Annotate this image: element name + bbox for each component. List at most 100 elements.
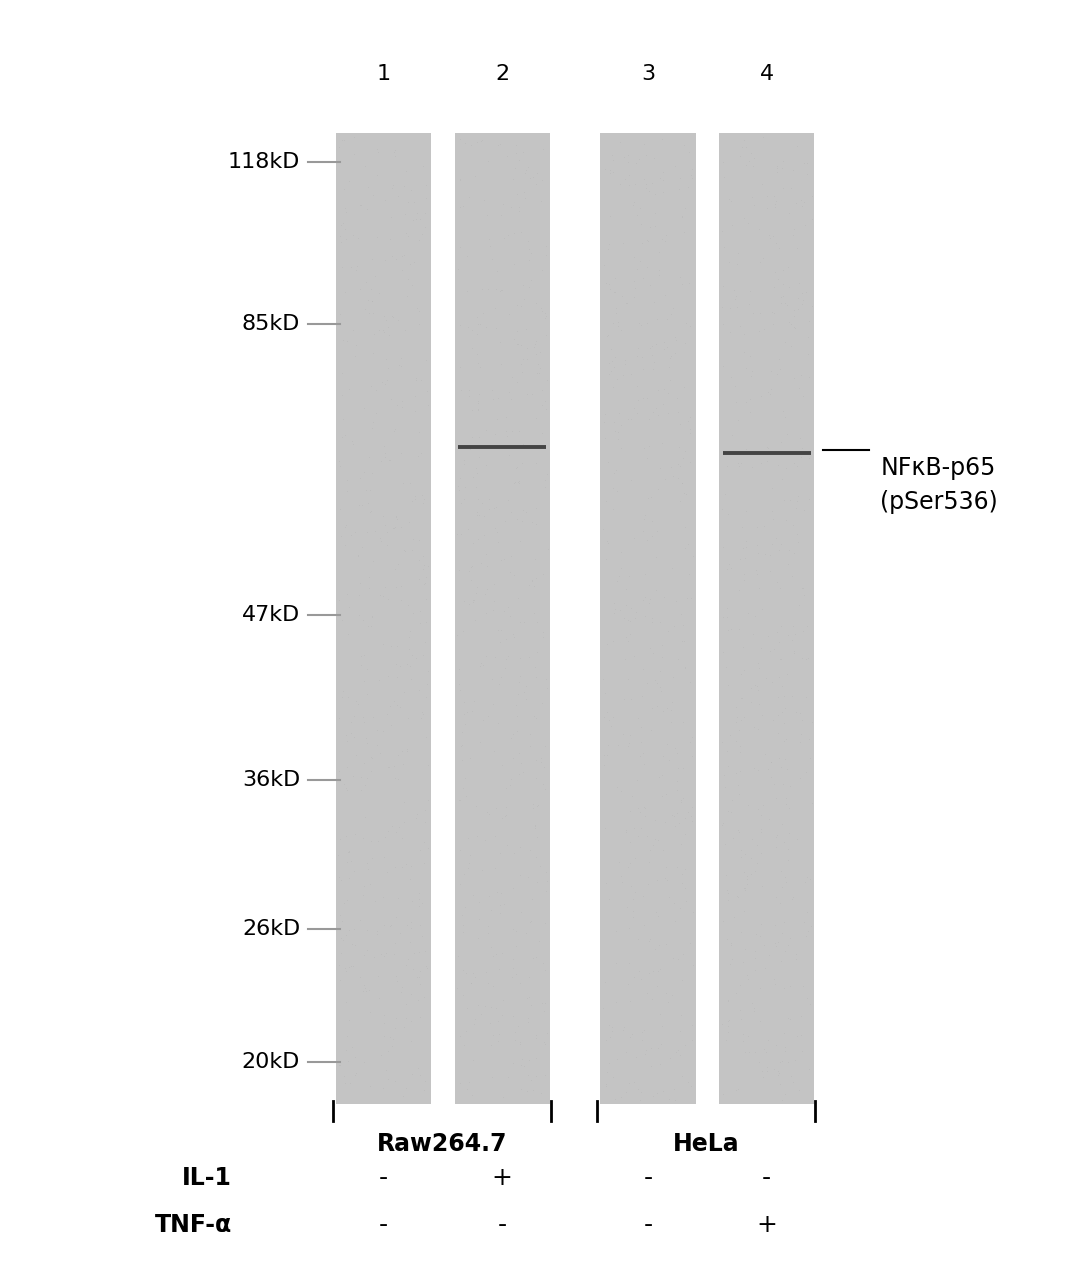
Point	[676, 631, 693, 651]
Point	[378, 536, 395, 556]
Point	[402, 472, 419, 492]
Point	[416, 799, 433, 820]
Point	[495, 600, 512, 621]
Point	[732, 453, 750, 473]
Point	[352, 646, 369, 666]
Point	[492, 666, 510, 687]
Point	[498, 648, 515, 669]
Point	[718, 607, 735, 627]
Point	[329, 708, 347, 728]
Point	[757, 544, 774, 565]
Point	[779, 759, 796, 779]
Point	[629, 345, 646, 365]
Point	[657, 231, 674, 251]
Point	[477, 456, 495, 476]
Point	[516, 188, 534, 208]
Point	[605, 593, 622, 613]
Point	[482, 1013, 499, 1033]
Point	[419, 755, 436, 775]
Point	[629, 259, 646, 279]
Point	[526, 603, 543, 623]
Point	[352, 780, 369, 801]
Point	[723, 192, 740, 212]
Point	[482, 236, 499, 256]
Point	[626, 174, 644, 194]
Point	[741, 388, 758, 409]
Point	[449, 978, 467, 999]
Point	[473, 279, 490, 299]
Point	[333, 232, 350, 253]
Point	[739, 603, 756, 623]
Point	[345, 127, 362, 147]
Point	[653, 647, 671, 667]
Point	[685, 954, 702, 975]
Point	[351, 279, 368, 299]
Point	[480, 916, 497, 937]
Point	[653, 1016, 671, 1037]
Point	[683, 165, 700, 185]
Point	[742, 142, 759, 162]
Point	[505, 223, 523, 244]
Point	[527, 567, 544, 588]
Point	[649, 379, 666, 400]
Point	[740, 213, 757, 233]
Point	[338, 725, 355, 745]
Point	[802, 915, 820, 935]
Point	[461, 845, 478, 865]
Point	[788, 1027, 806, 1047]
Point	[492, 549, 510, 570]
Point	[472, 313, 489, 334]
Point	[396, 204, 414, 225]
Point	[660, 1089, 677, 1109]
Point	[339, 1051, 356, 1071]
Point	[397, 956, 415, 976]
Point	[794, 648, 811, 669]
Point	[743, 457, 760, 477]
Point	[756, 935, 773, 956]
Point	[645, 353, 662, 373]
Point	[775, 712, 793, 732]
Point	[723, 802, 740, 822]
Point	[660, 992, 677, 1013]
Point	[501, 775, 518, 796]
Point	[637, 145, 654, 165]
Point	[605, 499, 622, 519]
Point	[801, 869, 819, 890]
Point	[411, 602, 429, 622]
Point	[622, 470, 639, 490]
Point	[637, 505, 654, 525]
Point	[508, 294, 525, 315]
Point	[727, 712, 744, 732]
Point	[717, 865, 734, 886]
Point	[473, 131, 490, 151]
Point	[761, 227, 779, 247]
Point	[613, 1020, 631, 1041]
Point	[607, 282, 624, 302]
Point	[777, 788, 794, 808]
Point	[735, 570, 753, 590]
Point	[417, 566, 434, 586]
Point	[489, 1011, 507, 1032]
Point	[730, 784, 747, 805]
Point	[340, 379, 357, 400]
Point	[355, 645, 373, 665]
Point	[640, 435, 658, 456]
Point	[462, 973, 480, 994]
Point	[469, 398, 486, 419]
Point	[372, 1044, 389, 1065]
Point	[337, 515, 354, 536]
Point	[515, 181, 532, 202]
Point	[417, 203, 434, 223]
Point	[734, 1030, 752, 1051]
Point	[403, 983, 420, 1004]
Point	[719, 1022, 737, 1042]
Point	[791, 273, 808, 293]
Point	[524, 948, 541, 968]
Point	[336, 1066, 353, 1086]
Text: 118kD: 118kD	[228, 152, 300, 173]
Point	[347, 346, 364, 367]
Point	[496, 510, 513, 530]
Point	[627, 152, 645, 173]
Point	[382, 716, 400, 736]
Point	[335, 930, 352, 950]
